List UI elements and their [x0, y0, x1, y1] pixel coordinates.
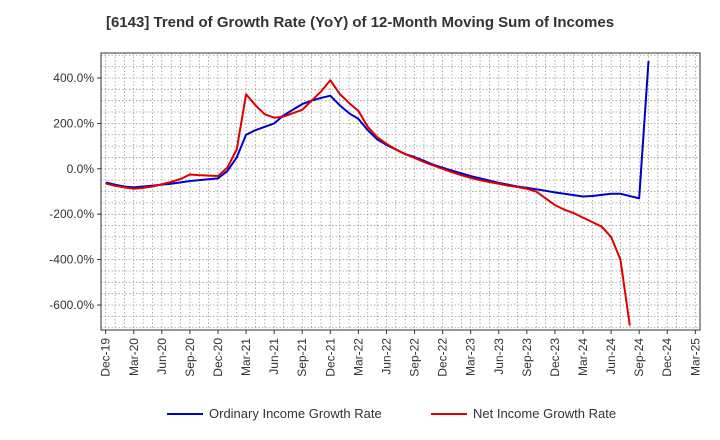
y-tick-label: 200.0% — [53, 116, 94, 130]
plot-area — [101, 53, 700, 330]
x-tick-label: Dec-19 — [99, 338, 113, 377]
x-tick-label: Sep-22 — [408, 338, 422, 377]
x-tick-label: Jun-22 — [379, 338, 393, 375]
x-tick-label: Sep-21 — [295, 338, 309, 377]
plot-border — [100, 52, 701, 331]
x-tick-label: Jun-20 — [155, 338, 169, 375]
x-tick-label: Mar-21 — [239, 338, 253, 376]
x-tick-label: Mar-22 — [351, 338, 365, 376]
x-tick-label: Sep-24 — [632, 338, 646, 377]
y-tick-label: 400.0% — [53, 71, 94, 85]
x-tick-label: Mar-24 — [576, 338, 590, 376]
legend-label-1: Ordinary Income Growth Rate — [209, 406, 382, 421]
x-tick-label: Mar-23 — [464, 338, 478, 376]
x-tick-label: Dec-22 — [436, 338, 450, 377]
x-tick-label: Sep-23 — [520, 338, 534, 377]
x-tick-label: Jun-21 — [267, 338, 281, 375]
x-tick-label: Dec-23 — [548, 338, 562, 377]
y-tick-label: 0.0% — [67, 162, 95, 176]
series-line-2 — [105, 79, 631, 326]
x-tick-label: Dec-21 — [323, 338, 337, 377]
y-tick-label: -600.0% — [49, 298, 94, 312]
x-tick-label: Dec-20 — [211, 338, 225, 377]
x-tick-label: Jun-23 — [492, 338, 506, 375]
legend-label-2: Net Income Growth Rate — [473, 406, 616, 421]
chart-title: [6143] Trend of Growth Rate (YoY) of 12-… — [105, 14, 615, 31]
y-tick-label: -200.0% — [49, 207, 94, 221]
x-tick-label: Dec-24 — [660, 338, 674, 377]
series-line-1 — [105, 60, 650, 200]
x-tick-label: Mar-25 — [688, 338, 702, 376]
x-tick-label: Jun-24 — [604, 338, 618, 375]
x-tick-label: Mar-20 — [127, 338, 141, 376]
y-tick-label: -400.0% — [49, 253, 94, 267]
x-tick-label: Sep-20 — [183, 338, 197, 377]
